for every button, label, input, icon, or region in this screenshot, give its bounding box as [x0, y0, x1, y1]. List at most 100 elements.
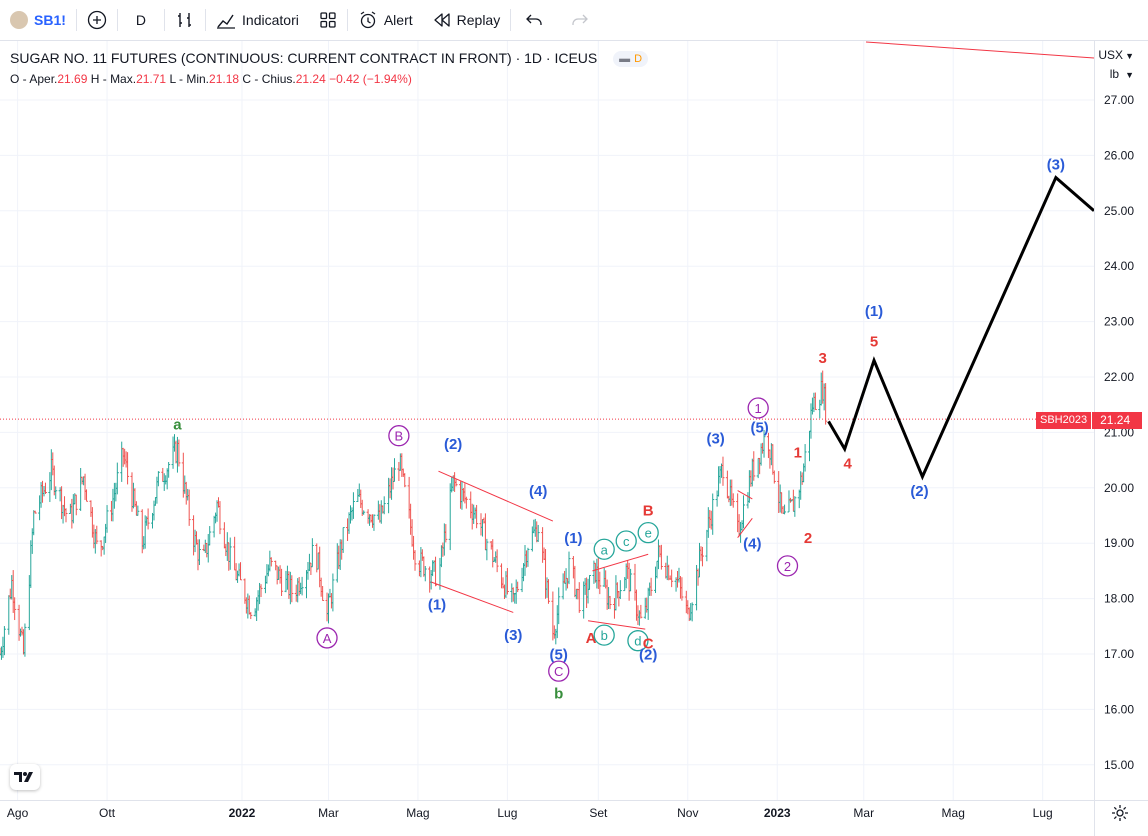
wave-label: 2 [784, 559, 791, 574]
price-bars [0, 41, 1095, 660]
currency-label: USX [1098, 48, 1124, 62]
y-tick-label: 23.00 [1104, 315, 1134, 329]
undo-icon [526, 14, 542, 25]
axes: 27.0026.0025.0024.0023.0022.0021.0020.00… [0, 41, 1148, 836]
x-tick-label: 2023 [764, 806, 791, 820]
change-value: −0.42 (−1.94%) [329, 72, 412, 86]
wave-label: c [623, 534, 630, 549]
redo-icon [572, 14, 589, 25]
wave-label: (1) [428, 597, 446, 614]
replay-button[interactable]: Replay [423, 0, 511, 40]
price-chart[interactable]: aAB(1)(2)(3)(4)(5)Cb(1)AabcdeBC(2)(3)(4)… [0, 41, 1148, 836]
interval-label: D [135, 12, 147, 28]
chart-type-button[interactable] [165, 0, 205, 40]
close-label: C - Chius. [242, 72, 296, 86]
wave-label-circle [615, 530, 637, 552]
toolbar-divider [75, 9, 77, 31]
add-symbol-button[interactable] [77, 0, 117, 40]
symbol-button[interactable]: SB1! [0, 0, 76, 40]
trendline [587, 620, 646, 630]
wave-label: (2) [910, 483, 928, 500]
badge-letter: D [634, 53, 643, 66]
chevron-down-icon: ▼ [1125, 51, 1134, 61]
chart-settings-button[interactable] [1110, 803, 1132, 825]
wave-label: (5) [750, 419, 768, 436]
ohlc-legend: O - Aper.21.69 H - Max.21.71 L - Min.21.… [10, 72, 412, 86]
long-trendline [865, 41, 1095, 59]
alert-button[interactable]: Alert [348, 0, 423, 40]
wave-label: 1 [755, 401, 762, 416]
x-tick-label: Ago [7, 806, 29, 820]
tv-logo-mark [14, 772, 33, 782]
grid-layout-icon [320, 12, 336, 28]
y-tick-label: 25.00 [1104, 204, 1134, 218]
forecast-polyline [827, 175, 1095, 481]
interval-button[interactable]: D [118, 0, 164, 40]
badge-dash-icon: ▬ [619, 53, 631, 66]
bars-chart-icon [178, 13, 192, 27]
currency-selector[interactable]: USX ▼ [1098, 48, 1134, 62]
unit-selector[interactable]: lb ▼ [1110, 67, 1134, 81]
trendline [737, 490, 753, 500]
price-tag-symbol: SBH2023 [1036, 412, 1093, 429]
wave-label: 5 [870, 334, 878, 351]
wave-label-circle [776, 555, 799, 577]
wave-label: (2) [444, 436, 462, 453]
x-tick-label: Nov [677, 806, 698, 820]
unit-label: lb [1109, 67, 1120, 81]
x-tick-label: Lug [1033, 806, 1053, 820]
layouts-button[interactable] [309, 0, 347, 40]
redo-button[interactable] [557, 0, 603, 40]
replay-label: Replay [456, 12, 501, 28]
trendline [737, 517, 753, 538]
open-label: O - Aper. [10, 72, 58, 86]
wave-label: b [554, 685, 563, 702]
y-tick-label: 26.00 [1104, 148, 1134, 162]
wave-label: (2) [639, 647, 657, 664]
price-tag-value: 21.24 [1092, 412, 1143, 429]
wave-label: C [554, 664, 563, 679]
y-tick-label: 18.00 [1104, 592, 1134, 606]
gear-icon [1112, 805, 1128, 821]
wave-label: (3) [1047, 156, 1065, 173]
toolbar-divider [205, 9, 207, 31]
wave-label: a [173, 417, 182, 434]
wave-label: b [601, 628, 608, 643]
tradingview-logo-icon[interactable] [10, 764, 40, 790]
x-tick-label: Mar [318, 806, 339, 820]
undo-button[interactable] [511, 0, 557, 40]
wave-label: d [634, 634, 641, 649]
toolbar-divider [116, 9, 118, 31]
indicators-button[interactable]: Indicatori [206, 0, 309, 40]
wave-label: C [643, 635, 654, 652]
toolbar-divider [164, 9, 166, 31]
grid [0, 41, 1094, 800]
wave-label: A [586, 630, 597, 647]
y-tick-label: 17.00 [1104, 647, 1134, 661]
trendlines [430, 470, 753, 630]
chart-background [0, 41, 1148, 836]
x-tick-label: Set [589, 806, 608, 820]
x-tick-label: Mag [942, 806, 965, 820]
toolbar-divider [510, 9, 512, 31]
wave-label-circle [593, 624, 615, 646]
y-tick-label: 15.00 [1104, 758, 1134, 772]
wave-label: B [643, 503, 654, 520]
wave-label: 4 [843, 455, 852, 472]
y-tick-label: 24.00 [1104, 259, 1134, 273]
last-price-tag: SBH2023 21.24 [1036, 412, 1143, 429]
wave-label: (3) [504, 627, 522, 644]
session-badge[interactable]: ▬ D [613, 51, 649, 68]
wave-label: B [395, 429, 404, 444]
top-toolbar: SB1! D Indicatori Alert Replay [0, 0, 1148, 41]
indicators-icon [217, 14, 236, 29]
wave-label: (3) [706, 430, 724, 447]
y-tick-label: 16.00 [1104, 702, 1134, 716]
wave-label-circle [548, 660, 570, 682]
high-label: H - Max. [90, 72, 137, 86]
low-label: L - Min. [169, 72, 210, 86]
wave-labels: aAB(1)(2)(3)(4)(5)Cb(1)AabcdeBC(2)(3)(4)… [173, 156, 1065, 702]
wave-label-circle [388, 425, 410, 447]
rewind-icon [433, 13, 450, 27]
chevron-down-icon: ▼ [1125, 70, 1134, 80]
